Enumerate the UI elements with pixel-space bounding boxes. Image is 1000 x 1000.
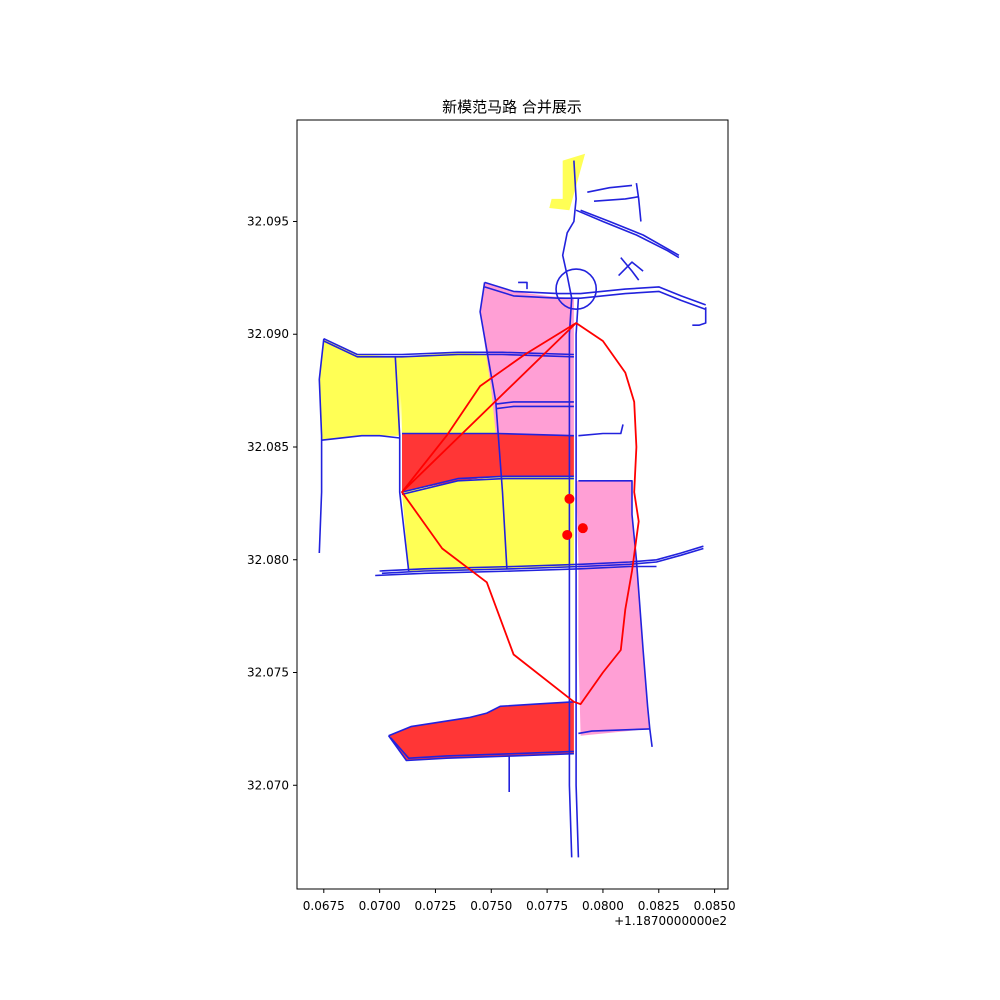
area-north-yellow-sliver xyxy=(549,153,586,211)
road-line xyxy=(635,182,642,222)
road-line xyxy=(394,356,410,572)
road-line xyxy=(323,337,574,356)
y-tick-label: 32.085 xyxy=(247,440,289,454)
map-plot-area xyxy=(318,153,707,858)
y-tick-label: 32.080 xyxy=(247,553,289,567)
area-yellow-mid-block xyxy=(399,352,503,434)
y-tick-label: 32.070 xyxy=(247,778,289,792)
road-line xyxy=(318,338,325,554)
road-line xyxy=(578,424,624,437)
road-line xyxy=(580,209,680,256)
x-tick-label: 0.0725 xyxy=(414,899,456,913)
x-tick-label: 0.0675 xyxy=(303,899,345,913)
road-line xyxy=(323,340,574,358)
plot-frame xyxy=(296,119,729,890)
area-yellow-south-block xyxy=(402,476,574,571)
y-tick-label: 32.095 xyxy=(247,214,289,228)
road-line xyxy=(620,257,640,281)
x-axis-offset-label: +1.1870000000e2 xyxy=(614,914,727,928)
road-line xyxy=(402,432,574,437)
road-line xyxy=(575,298,580,858)
area-pink-north-block xyxy=(480,282,574,436)
road-line xyxy=(388,701,574,737)
x-tick-label: 0.0750 xyxy=(470,899,512,913)
road-line xyxy=(321,434,400,441)
area-red-north-block xyxy=(402,433,574,493)
poi-marker xyxy=(562,529,573,540)
chart-title: 新模范马路 合并展示 xyxy=(442,98,582,116)
road-line xyxy=(618,261,644,277)
road-line xyxy=(575,209,680,259)
road-line xyxy=(495,405,574,410)
x-tick-label: 0.0825 xyxy=(638,899,680,913)
roundabout-ring xyxy=(555,268,598,311)
road-line xyxy=(401,475,574,493)
road-line xyxy=(387,735,574,762)
road-line xyxy=(593,195,639,202)
x-tick-label: 0.0850 xyxy=(694,899,736,913)
road-line xyxy=(561,160,577,299)
road-line xyxy=(381,547,704,575)
road-line xyxy=(578,728,650,735)
road-line xyxy=(484,286,706,311)
road-line xyxy=(484,281,706,306)
road-line xyxy=(379,545,704,572)
x-tick-label: 0.0775 xyxy=(526,899,568,913)
road-line xyxy=(587,184,633,193)
road-line xyxy=(518,281,528,290)
road-line xyxy=(390,737,574,760)
poi-marker xyxy=(564,493,575,504)
road-line xyxy=(692,307,707,327)
route-line xyxy=(401,322,640,705)
x-tick-label: 0.0700 xyxy=(359,899,401,913)
area-yellow-west-block xyxy=(319,338,402,441)
road-line xyxy=(578,479,653,748)
road-line xyxy=(568,298,573,858)
road-line xyxy=(375,565,657,577)
poi-marker xyxy=(577,523,588,534)
axes: 0.0675 0.0700 0.0725 0.0750 0.0775 0.0800 0.08… xyxy=(247,214,736,913)
area-pink-east-block xyxy=(576,480,650,736)
area-red-south-block xyxy=(388,701,574,761)
road-line xyxy=(401,477,574,496)
y-tick-label: 32.090 xyxy=(247,327,289,341)
road-line xyxy=(495,401,574,405)
y-tick-label: 32.075 xyxy=(247,666,289,680)
x-tick-label: 0.0800 xyxy=(582,899,624,913)
